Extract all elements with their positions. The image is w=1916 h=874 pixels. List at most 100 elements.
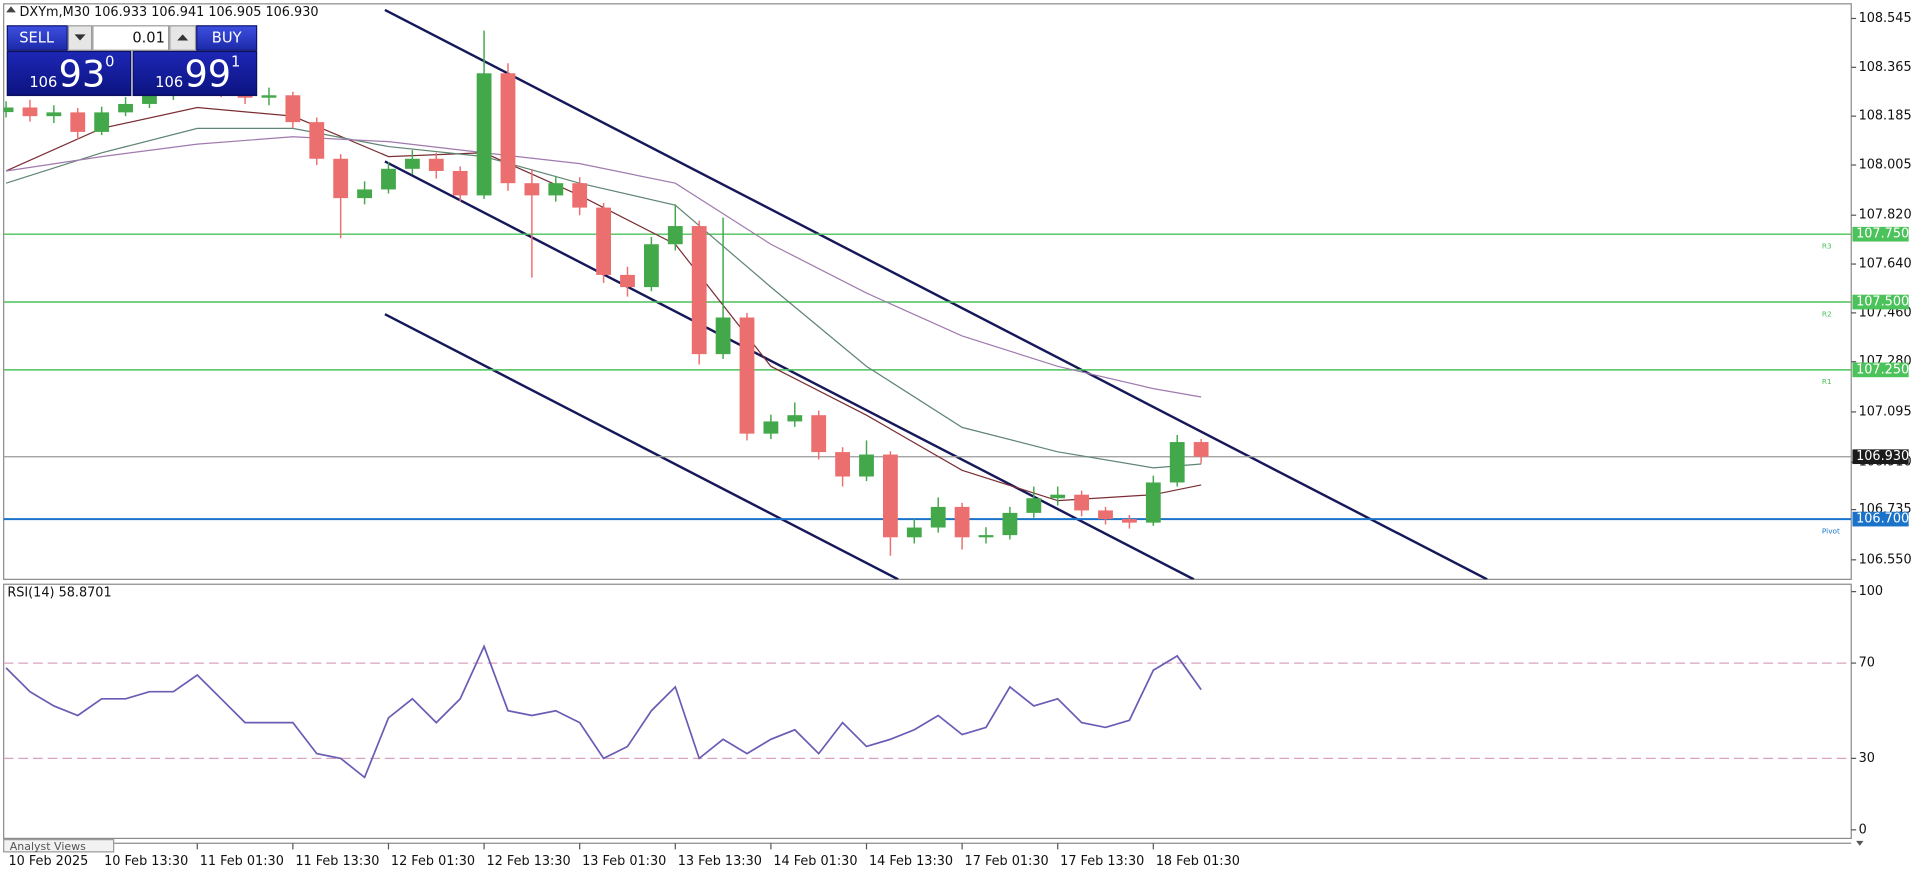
- y-tick-label: 100: [1859, 584, 1884, 599]
- y-tick-label: 108.005: [1859, 158, 1912, 173]
- x-tick-label: 14 Feb 01:30: [773, 854, 857, 869]
- scroll-arrow[interactable]: [1856, 840, 1864, 846]
- x-tick-label: 11 Feb 01:30: [200, 854, 284, 869]
- volume-value: 0.01: [132, 30, 165, 47]
- candle-body: [906, 527, 922, 538]
- x-tick-label: 13 Feb 13:30: [678, 854, 762, 869]
- candle-body: [859, 454, 874, 477]
- sell-button[interactable]: [6, 25, 68, 51]
- candle-body: [524, 183, 540, 196]
- current-price-box: [1852, 449, 1909, 465]
- footer-tab[interactable]: [3, 839, 115, 853]
- volume-input[interactable]: [92, 25, 170, 51]
- level-name: Pivot: [1822, 526, 1840, 535]
- bid-small: 0: [105, 53, 114, 70]
- candle-body: [1050, 494, 1066, 499]
- collapse-icon[interactable]: [6, 6, 16, 13]
- level-name: R3: [1822, 241, 1832, 250]
- candle-body: [476, 73, 492, 196]
- symbol-header: DXYm,M30 106.933 106.941 106.905 106.930: [20, 5, 319, 20]
- buy-button[interactable]: [196, 25, 258, 51]
- x-tick-label: 11 Feb 13:30: [295, 854, 379, 869]
- candle-body: [1169, 442, 1185, 483]
- level-price-box: [1852, 511, 1909, 527]
- moving-average: [5, 106, 1202, 502]
- candle-body: [1074, 494, 1090, 511]
- candle-body: [404, 158, 420, 169]
- moving-average: [5, 136, 1202, 398]
- level-price-label: 106.700: [1856, 512, 1909, 527]
- level-price-box: [1852, 294, 1909, 310]
- candle-body: [46, 112, 62, 117]
- buy-label: BUY: [212, 30, 242, 47]
- level-name: R2: [1822, 309, 1832, 318]
- candle-body: [1193, 442, 1209, 457]
- candle-body: [500, 73, 516, 184]
- candle-body: [691, 226, 707, 355]
- rsi-panel-frame: [3, 583, 1852, 840]
- main-panel-frame: [3, 3, 1852, 580]
- footer-tab-label: Analyst Views: [10, 840, 86, 853]
- candle-body: [739, 317, 755, 434]
- y-tick-label: 0: [1859, 822, 1867, 837]
- ask-small: 1: [231, 53, 240, 70]
- candle-body: [1002, 512, 1018, 536]
- y-tick-label: 106.550: [1859, 552, 1912, 567]
- candle-body: [978, 535, 994, 538]
- channel-line: [384, 313, 899, 580]
- candle-body: [787, 415, 803, 422]
- x-tick-label: 18 Feb 01:30: [1156, 854, 1240, 869]
- x-tick-label: 12 Feb 13:30: [487, 854, 571, 869]
- candle-body: [930, 506, 946, 528]
- level-price-box: [1852, 362, 1909, 378]
- ask-box[interactable]: [132, 50, 258, 97]
- candle-body: [620, 274, 635, 288]
- candle-body: [70, 112, 86, 132]
- moving-average: [5, 127, 1202, 469]
- current-price-label: 106.930: [1856, 449, 1909, 464]
- channel-line: [384, 8, 1488, 580]
- x-tick-label: 17 Feb 01:30: [965, 854, 1049, 869]
- x-tick-label: 17 Feb 13:30: [1060, 854, 1144, 869]
- candle-body: [572, 183, 588, 208]
- axes: 108.545 108.365 108.185 108.005 107.820 107.6…: [5, 11, 1912, 869]
- y-tick-label: 107.095: [1859, 404, 1912, 419]
- candle-body: [22, 107, 38, 117]
- candle-body: [596, 207, 611, 275]
- bid-prefix: 106: [29, 74, 57, 91]
- candle-body: [835, 452, 851, 477]
- candle-body: [1145, 482, 1161, 523]
- candle-body: [142, 95, 157, 104]
- candle-body: [3, 107, 14, 113]
- candle-body: [1098, 510, 1113, 520]
- candle-body: [548, 183, 564, 196]
- candle-body: [1122, 519, 1137, 523]
- sell-label: SELL: [19, 30, 55, 47]
- candle-body: [94, 112, 110, 132]
- ask-prefix: 106: [155, 74, 183, 91]
- bid-box[interactable]: [6, 50, 132, 97]
- candle-body: [1026, 498, 1042, 513]
- candle-body: [428, 158, 444, 171]
- candle-body: [381, 168, 396, 190]
- down-arrow: [74, 34, 86, 41]
- candle-body: [261, 95, 277, 98]
- candle-body: [285, 95, 301, 123]
- x-tick-label: 10 Feb 2025: [8, 854, 88, 869]
- candle-body: [452, 170, 468, 196]
- ask-big: 99: [185, 52, 232, 95]
- rsi-line: [5, 644, 1202, 779]
- y-tick-label: 70: [1859, 656, 1875, 671]
- level-price-label: 107.750: [1856, 227, 1909, 242]
- y-tick-label: 107.640: [1859, 257, 1912, 272]
- candle-body: [309, 122, 325, 159]
- bid-big: 93: [59, 52, 106, 95]
- up-arrow: [177, 34, 189, 41]
- candle-body: [811, 415, 827, 453]
- candle-body: [882, 454, 898, 538]
- main-plot: R3 R2 R1 Pivot: [3, 8, 1852, 580]
- candle-body: [667, 226, 683, 245]
